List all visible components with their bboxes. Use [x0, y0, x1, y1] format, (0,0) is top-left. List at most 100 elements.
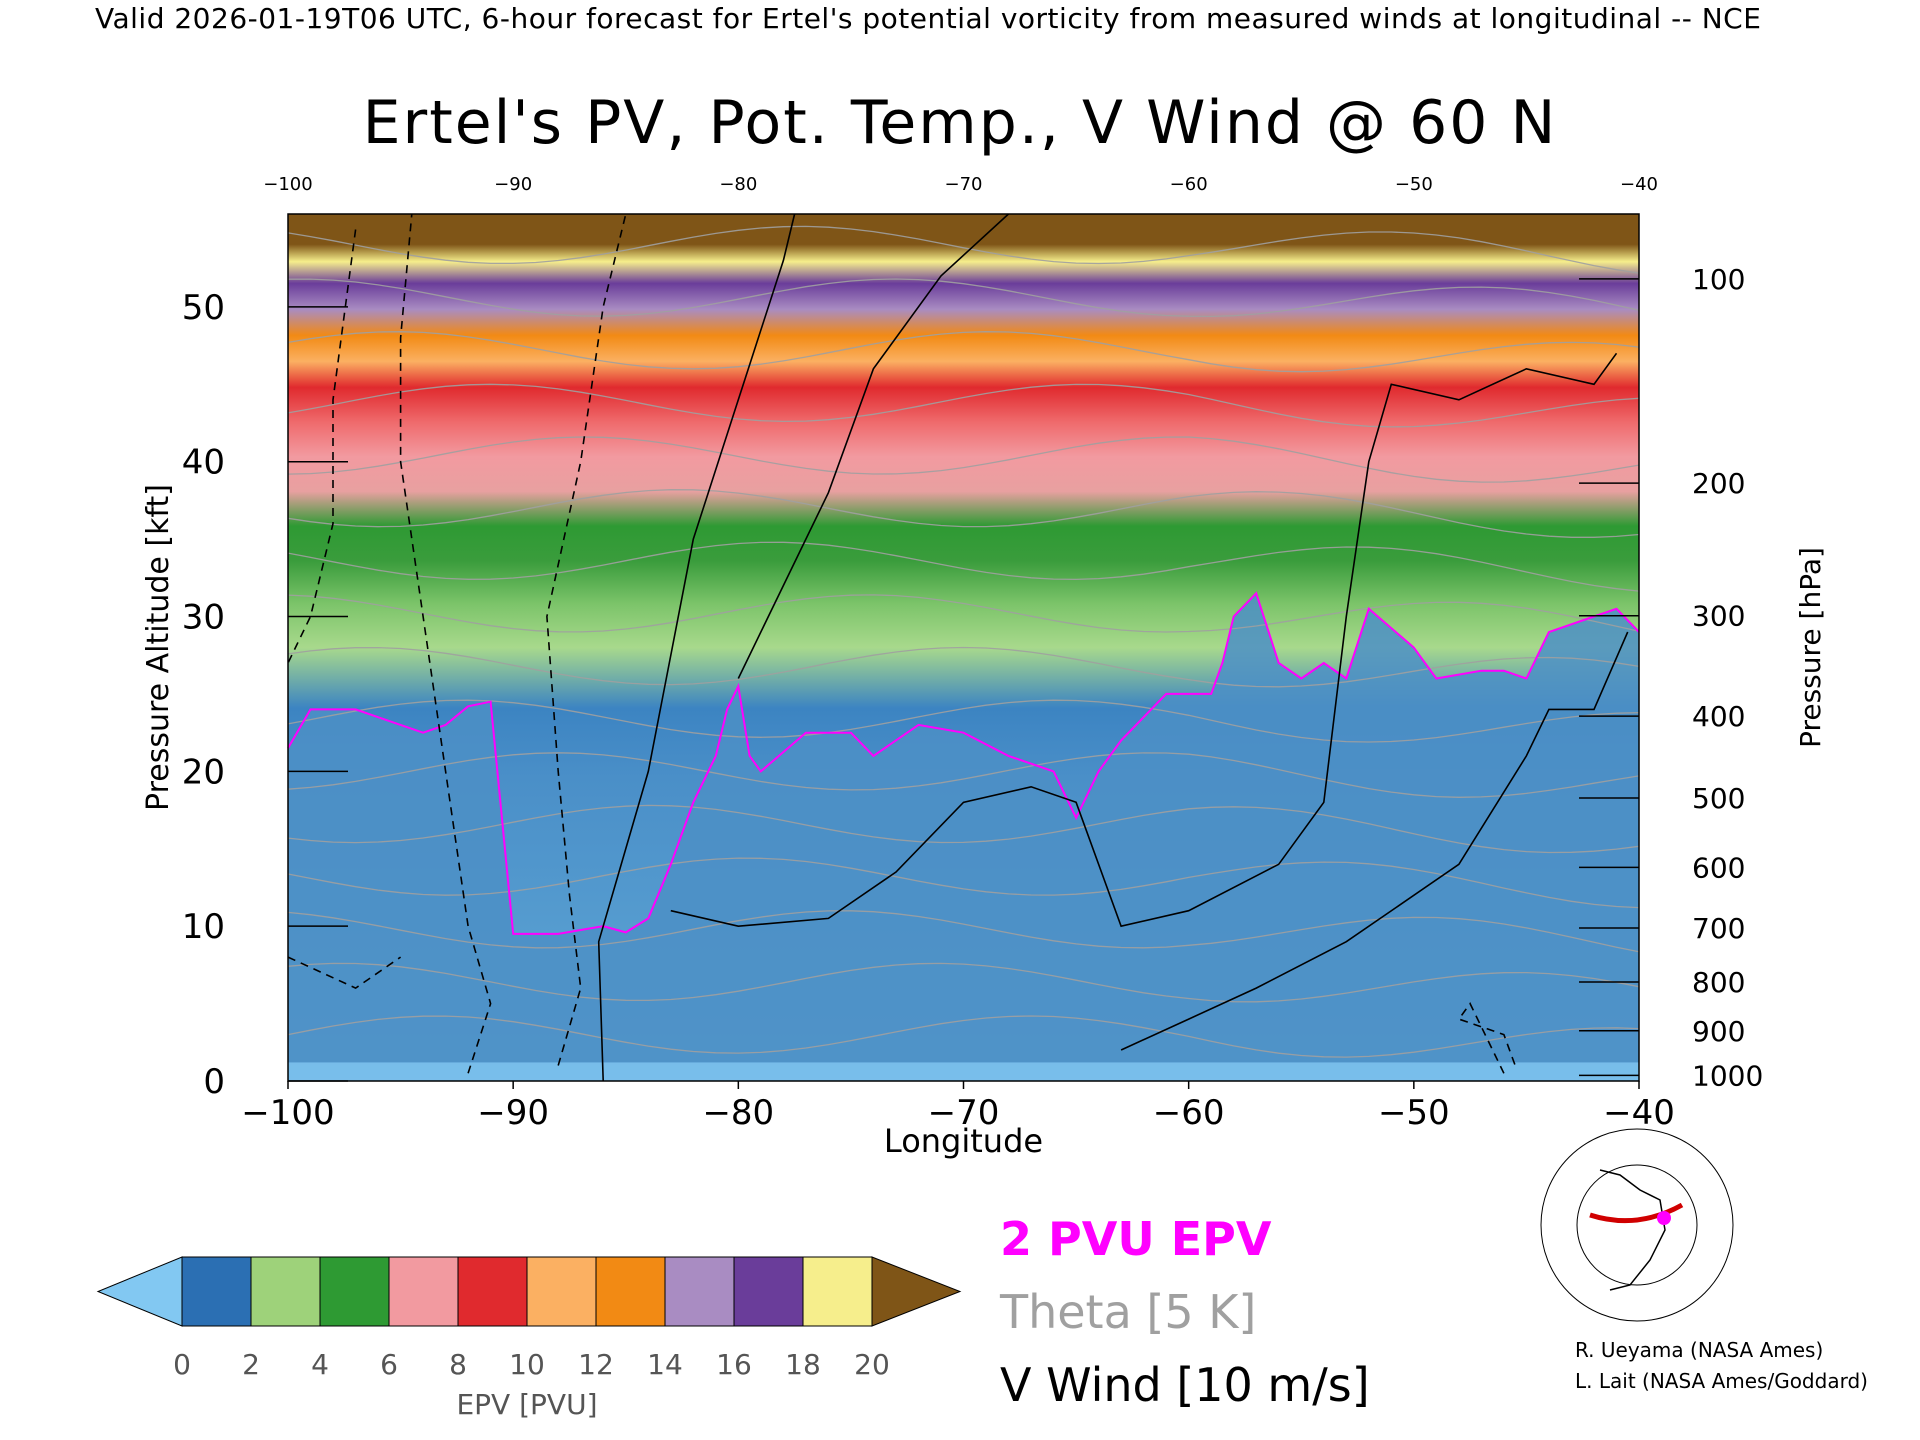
x-tick-label: −100 — [241, 1093, 334, 1133]
y-tick-label: 0 — [203, 1062, 225, 1102]
colorbar-segment — [526, 1256, 597, 1327]
colorbar-segment — [181, 1256, 252, 1327]
x-tick-label: −80 — [702, 1093, 774, 1133]
map-latitude-circle — [1540, 1128, 1734, 1322]
colorbar-tick-label: 16 — [716, 1348, 752, 1381]
colorbar-segment — [733, 1256, 804, 1327]
x-top-tick-label: −100 — [263, 174, 312, 195]
v-wind-line — [1457, 1002, 1516, 1074]
y-tick-label: 50 — [182, 288, 225, 328]
v-wind-line — [287, 229, 357, 664]
v-wind-line — [737, 213, 1010, 679]
theta-line — [287, 489, 1640, 538]
pressure-tick-label: 200 — [1692, 467, 1745, 500]
theta-line — [287, 541, 1640, 592]
credits: R. Ueyama (NASA Ames) L. Lait (NASA Ames… — [1575, 1335, 1868, 1397]
plot-area — [287, 213, 1640, 1082]
v-wind-contours — [287, 213, 1629, 1082]
theta-line — [287, 910, 1640, 953]
legend-v-wind: V Wind [10 m/s] — [1000, 1358, 1370, 1412]
credit-line-2: L. Lait (NASA Ames/Goddard) — [1575, 1369, 1868, 1393]
v-wind-line — [670, 352, 1618, 928]
theta-line — [287, 804, 1640, 854]
pressure-tick-label: 900 — [1692, 1015, 1745, 1048]
tropopause-2pvu-line — [287, 591, 1640, 935]
axes: −100 −100 −90 −90 −80 −80 −70 −70 −60 −60 −50 −50 −4… — [141, 174, 1827, 1160]
x-top-tick-label: −50 — [1395, 174, 1433, 195]
y-tick-label: 20 — [182, 752, 225, 792]
pressure-tick-label: 800 — [1692, 966, 1745, 999]
x-top-tick-label: −70 — [945, 174, 983, 195]
colorbar-segment — [595, 1256, 666, 1327]
colorbar-tick-label: 6 — [380, 1348, 398, 1381]
colorbar-label: EPV [PVU] — [456, 1388, 597, 1421]
x-tick-label: −70 — [928, 1093, 1000, 1133]
theta-line — [287, 1015, 1640, 1058]
colorbar-segment — [664, 1256, 735, 1327]
x-tick-label: −50 — [1378, 1093, 1450, 1133]
map-location-marker — [1657, 1211, 1671, 1225]
chart-title: Ertel's PV, Pot. Temp., V Wind @ 60 N — [362, 88, 1558, 158]
theta-line — [287, 962, 1640, 1003]
y-axis-label-left: Pressure Altitude [kft] — [141, 484, 176, 811]
theta-line — [287, 436, 1640, 483]
colorbar-tick-label: 10 — [509, 1348, 545, 1381]
x-axis-label: Longitude — [884, 1122, 1043, 1160]
colorbar-segment — [457, 1256, 528, 1327]
pressure-tick-label: 100 — [1692, 263, 1745, 296]
v-wind-line — [287, 956, 402, 990]
theta-line — [287, 383, 1640, 428]
x-tick-label: −40 — [1603, 1093, 1675, 1133]
colorbar-tick-label: 2 — [242, 1348, 260, 1381]
theta-line — [287, 331, 1640, 373]
location-map — [1540, 1128, 1735, 1322]
colorbar-tick-label: 14 — [647, 1348, 683, 1381]
v-wind-line — [597, 213, 796, 1082]
colorbar-segment — [388, 1256, 459, 1327]
pressure-tick-label: 600 — [1692, 851, 1745, 884]
theta-line — [287, 278, 1640, 318]
theta-line — [287, 646, 1640, 688]
credit-line-1: R. Ueyama (NASA Ames) — [1575, 1338, 1824, 1362]
theta-line — [287, 594, 1640, 633]
map-cross-section-line — [1589, 1202, 1684, 1224]
troposphere-region — [288, 593, 1639, 1081]
colorbar-segment — [802, 1256, 873, 1327]
map-latitude-circle-inner — [1576, 1164, 1698, 1286]
colorbar-over-arrow — [871, 1256, 962, 1327]
pressure-tick-label: 300 — [1692, 600, 1745, 633]
x-tick-label: −60 — [1153, 1093, 1225, 1133]
map-background — [1540, 1152, 1735, 1300]
pressure-tick-label: 400 — [1692, 700, 1745, 733]
theta-line — [287, 699, 1640, 743]
y-tick-label: 30 — [182, 598, 225, 638]
v-wind-line — [546, 213, 627, 1066]
x-top-tick-label: −90 — [494, 174, 532, 195]
theta-line — [287, 225, 1640, 274]
colorbar-segment — [319, 1256, 390, 1327]
theta-line — [287, 857, 1640, 909]
colorbar-tick-label: 18 — [785, 1348, 821, 1381]
v-wind-line — [399, 213, 492, 1074]
legend-theta: Theta [5 K] — [1000, 1285, 1257, 1339]
colorbar-tick-label: 12 — [578, 1348, 614, 1381]
colorbar-tick-label: 20 — [854, 1348, 890, 1381]
colorbar-tick-label: 8 — [449, 1348, 467, 1381]
colorbar-tick-label: 4 — [311, 1348, 329, 1381]
y-tick-label: 10 — [182, 907, 225, 947]
colorbar-under-arrow — [96, 1256, 183, 1327]
pressure-tick-label: 500 — [1692, 782, 1745, 815]
x-top-tick-label: −80 — [719, 174, 757, 195]
y-axis-label-right: Pressure [hPa] — [1794, 547, 1827, 748]
surface-band — [288, 1062, 1639, 1081]
x-tick-label: −90 — [477, 1093, 549, 1133]
colorbar-segment — [250, 1256, 321, 1327]
pressure-tick-label: 1000 — [1692, 1059, 1763, 1092]
pressure-tick-label: 700 — [1692, 912, 1745, 945]
forecast-header: Valid 2026-01-19T06 UTC, 6-hour forecast… — [95, 2, 1762, 35]
colorbar-tick-label: 0 — [173, 1348, 191, 1381]
theta-contours — [287, 225, 1640, 1058]
v-wind-line — [1120, 631, 1629, 1051]
